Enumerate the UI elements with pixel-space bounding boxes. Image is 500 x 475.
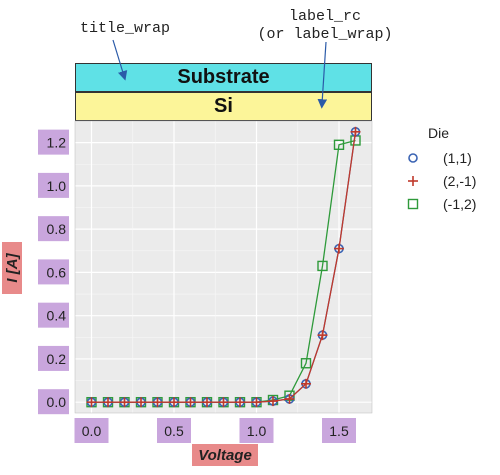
x-tick-label-0: 0.0 bbox=[82, 423, 102, 439]
legend-label-2: (-1,2) bbox=[443, 196, 476, 212]
y-tick-bg-0 bbox=[38, 389, 69, 415]
point-s1-5 bbox=[169, 397, 179, 408]
point-s1-12 bbox=[284, 393, 295, 404]
y-tick-bg-2 bbox=[38, 302, 69, 328]
legend-marker-0 bbox=[408, 153, 418, 163]
x-tick-label-3: 1.5 bbox=[329, 423, 349, 439]
y-axis-label-bg bbox=[2, 242, 22, 294]
legend-label-1: (2,-1) bbox=[443, 173, 476, 189]
y-tick-bg-3 bbox=[38, 259, 69, 285]
legend: Die (1,1) (2,-1) (-1,2) bbox=[407, 125, 476, 212]
point-s1-9 bbox=[235, 397, 245, 408]
x-tick-label-1: 0.5 bbox=[164, 423, 184, 439]
point-s2-15 bbox=[333, 139, 345, 150]
legend-marker-2 bbox=[407, 198, 419, 210]
point-s1-14 bbox=[317, 330, 328, 341]
y-tick-label-2: 0.4 bbox=[47, 308, 67, 324]
panel-border bbox=[74, 120, 373, 414]
point-s1-8 bbox=[218, 397, 229, 408]
point-s1-7 bbox=[202, 397, 212, 408]
x-tick-label-2: 1.0 bbox=[247, 423, 267, 439]
point-s1-13 bbox=[301, 378, 311, 389]
y-tick-label-4: 0.8 bbox=[47, 221, 67, 237]
y-tick-bg-6 bbox=[38, 129, 69, 155]
point-s1-3 bbox=[136, 397, 146, 408]
y-axis-label: I [A] bbox=[4, 252, 21, 282]
point-s1-1 bbox=[103, 397, 113, 408]
title-wrap-arrow bbox=[112, 39, 128, 81]
x-tick-bg-1 bbox=[157, 418, 191, 443]
label-rc-annotation: label_rc (or label_wrap) bbox=[240, 8, 410, 44]
grid-lines bbox=[74, 120, 373, 414]
y-tick-label-1: 0.2 bbox=[47, 351, 67, 367]
x-tick-labels: 0.0 0.5 1.0 1.5 bbox=[74, 418, 356, 443]
x-tick-bg-3 bbox=[322, 418, 356, 443]
y-tick-bg-5 bbox=[38, 172, 69, 198]
point-s1-2 bbox=[119, 397, 130, 408]
x-axis-label-bg bbox=[192, 444, 258, 466]
point-s2-14 bbox=[317, 260, 328, 272]
facet-label: Si bbox=[214, 95, 233, 117]
legend-marker-1 bbox=[408, 176, 418, 186]
point-s1-15 bbox=[334, 243, 344, 254]
point-s2-13 bbox=[300, 358, 312, 369]
y-tick-label-0: 0.0 bbox=[47, 394, 67, 410]
facet-title: Substrate bbox=[177, 66, 270, 88]
y-tick-bg-4 bbox=[38, 216, 69, 242]
y-tick-bg-1 bbox=[38, 345, 69, 371]
legend-title: Die bbox=[428, 125, 449, 141]
point-s1-11 bbox=[268, 396, 278, 407]
point-s1-16 bbox=[350, 126, 361, 137]
y-tick-label-6: 1.2 bbox=[47, 135, 67, 151]
series-1 bbox=[86, 126, 361, 408]
point-s1-10 bbox=[251, 397, 262, 408]
y-tick-label-3: 0.6 bbox=[47, 264, 67, 280]
series-group bbox=[86, 126, 361, 408]
x-tick-bg-2 bbox=[239, 418, 274, 443]
label-rc-line1: label_rc bbox=[288, 8, 361, 25]
point-s1-6 bbox=[185, 397, 196, 408]
label-rc-arrow bbox=[317, 41, 328, 109]
label-rc-line2: (or label_wrap) bbox=[257, 26, 393, 43]
x-axis-label: Voltage bbox=[198, 447, 252, 464]
x-tick-bg-0 bbox=[74, 418, 109, 443]
point-s1-4 bbox=[152, 397, 163, 408]
point-s1-0 bbox=[86, 397, 97, 408]
title-wrap-annotation: title_wrap bbox=[79, 20, 170, 37]
y-tick-labels: 0.0 0.2 0.4 0.6 0.8 1.0 1.2 bbox=[38, 129, 69, 415]
legend-label-0: (1,1) bbox=[443, 150, 472, 166]
y-tick-label-5: 1.0 bbox=[47, 178, 67, 194]
